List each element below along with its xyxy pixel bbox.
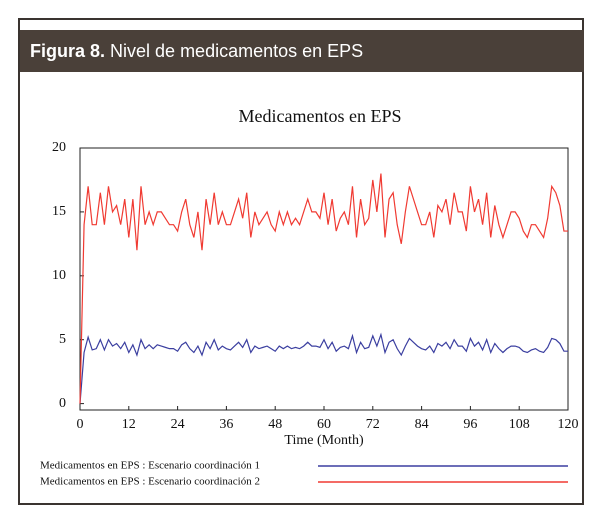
y-tick-label: 5 [59,332,66,347]
figure-header: Figura 8. Nivel de medicamentos en EPS [20,30,584,72]
x-tick-label: 36 [219,417,233,432]
x-tick-label: 60 [317,417,331,432]
x-tick-label: 96 [463,417,477,432]
figure-label: Figura 8. [30,41,106,61]
figure-caption: Nivel de medicamentos en EPS [110,41,364,61]
x-tick-label: 72 [366,417,380,432]
x-axis-label: Time (Month) [284,433,364,448]
figure-frame: Figura 8. Nivel de medicamentos en EPS [18,18,584,505]
x-tick-label: 12 [122,417,136,432]
x-tick-label: 84 [415,417,429,432]
x-tick-label: 108 [509,417,530,432]
y-tick-label: 0 [59,396,66,411]
x-tick-label: 24 [171,417,185,432]
x-tick-label: 48 [268,417,282,432]
legend-label: Medicamentos en EPS : Escenario coordina… [40,476,260,488]
plot-frame [79,147,569,411]
chart-title: Medicamentos en EPS [239,106,402,126]
x-tick-label: 120 [558,417,579,432]
x-tick-label: 0 [77,417,84,432]
y-tick-label: 20 [52,140,66,155]
legend-label: Medicamentos en EPS : Escenario coordina… [40,460,260,472]
series-line [79,332,568,404]
y-tick-label: 10 [52,268,66,283]
series-line [79,173,568,404]
y-tick-label: 15 [52,204,66,219]
